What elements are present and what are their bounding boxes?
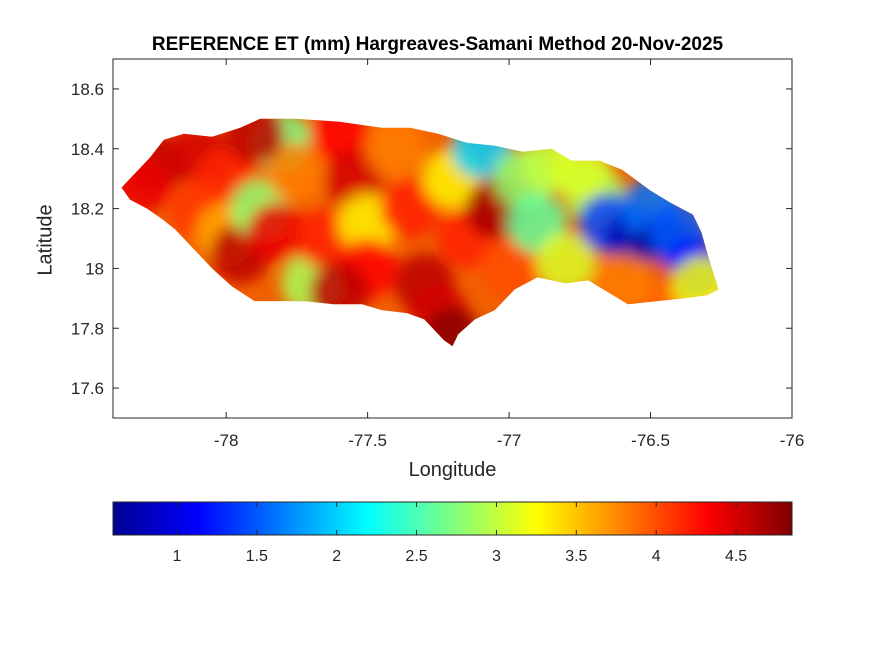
colorbar xyxy=(112,501,793,536)
colorbar-tick-label: 4.5 xyxy=(725,548,747,565)
colorbar-tick-label: 3.5 xyxy=(565,548,587,565)
y-tick-label: 18.4 xyxy=(71,140,104,159)
colorbar-tick-label: 1 xyxy=(172,548,181,565)
colorbar-tick-label: 1.5 xyxy=(246,548,268,565)
x-axis-label: Longitude xyxy=(408,459,497,481)
colorbar-tick-label: 2 xyxy=(332,548,341,565)
x-tick-label: -77.5 xyxy=(348,431,387,450)
colorbar-tick-label: 4 xyxy=(652,548,661,565)
x-tick-label: -76.5 xyxy=(631,431,670,450)
y-tick-label: 17.8 xyxy=(71,319,104,338)
y-axis: 17.6 17.8 18 18.2 18.4 18.6 xyxy=(71,80,792,398)
y-tick-label: 18.2 xyxy=(71,200,104,219)
y-tick-label: 18.6 xyxy=(71,80,104,99)
chart-title: REFERENCE ET (mm) Hargreaves-Samani Meth… xyxy=(151,34,724,55)
y-tick-label: 17.6 xyxy=(71,379,104,398)
x-tick-label: -78 xyxy=(214,431,239,450)
colorbar-ticks: 1 1.5 2 2.5 3 3.5 4 4.5 xyxy=(172,502,747,565)
et-sample xyxy=(422,307,483,347)
et-surface xyxy=(121,118,719,347)
colorbar-tick-label: 3 xyxy=(492,548,501,565)
y-tick-label: 18 xyxy=(85,259,104,278)
x-tick-label: -77 xyxy=(497,431,522,450)
et-sample xyxy=(365,118,426,179)
x-tick-label: -76 xyxy=(780,431,805,450)
et-sample xyxy=(224,118,285,164)
et-sample xyxy=(266,142,327,203)
et-sample xyxy=(247,202,308,263)
et-sample xyxy=(479,238,540,299)
et-sample xyxy=(380,178,441,239)
colorbar-tick-label: 2.5 xyxy=(405,548,427,565)
et-sample xyxy=(535,232,596,293)
x-axis: -78 -77.5 -77 -76.5 -76 xyxy=(214,59,804,450)
